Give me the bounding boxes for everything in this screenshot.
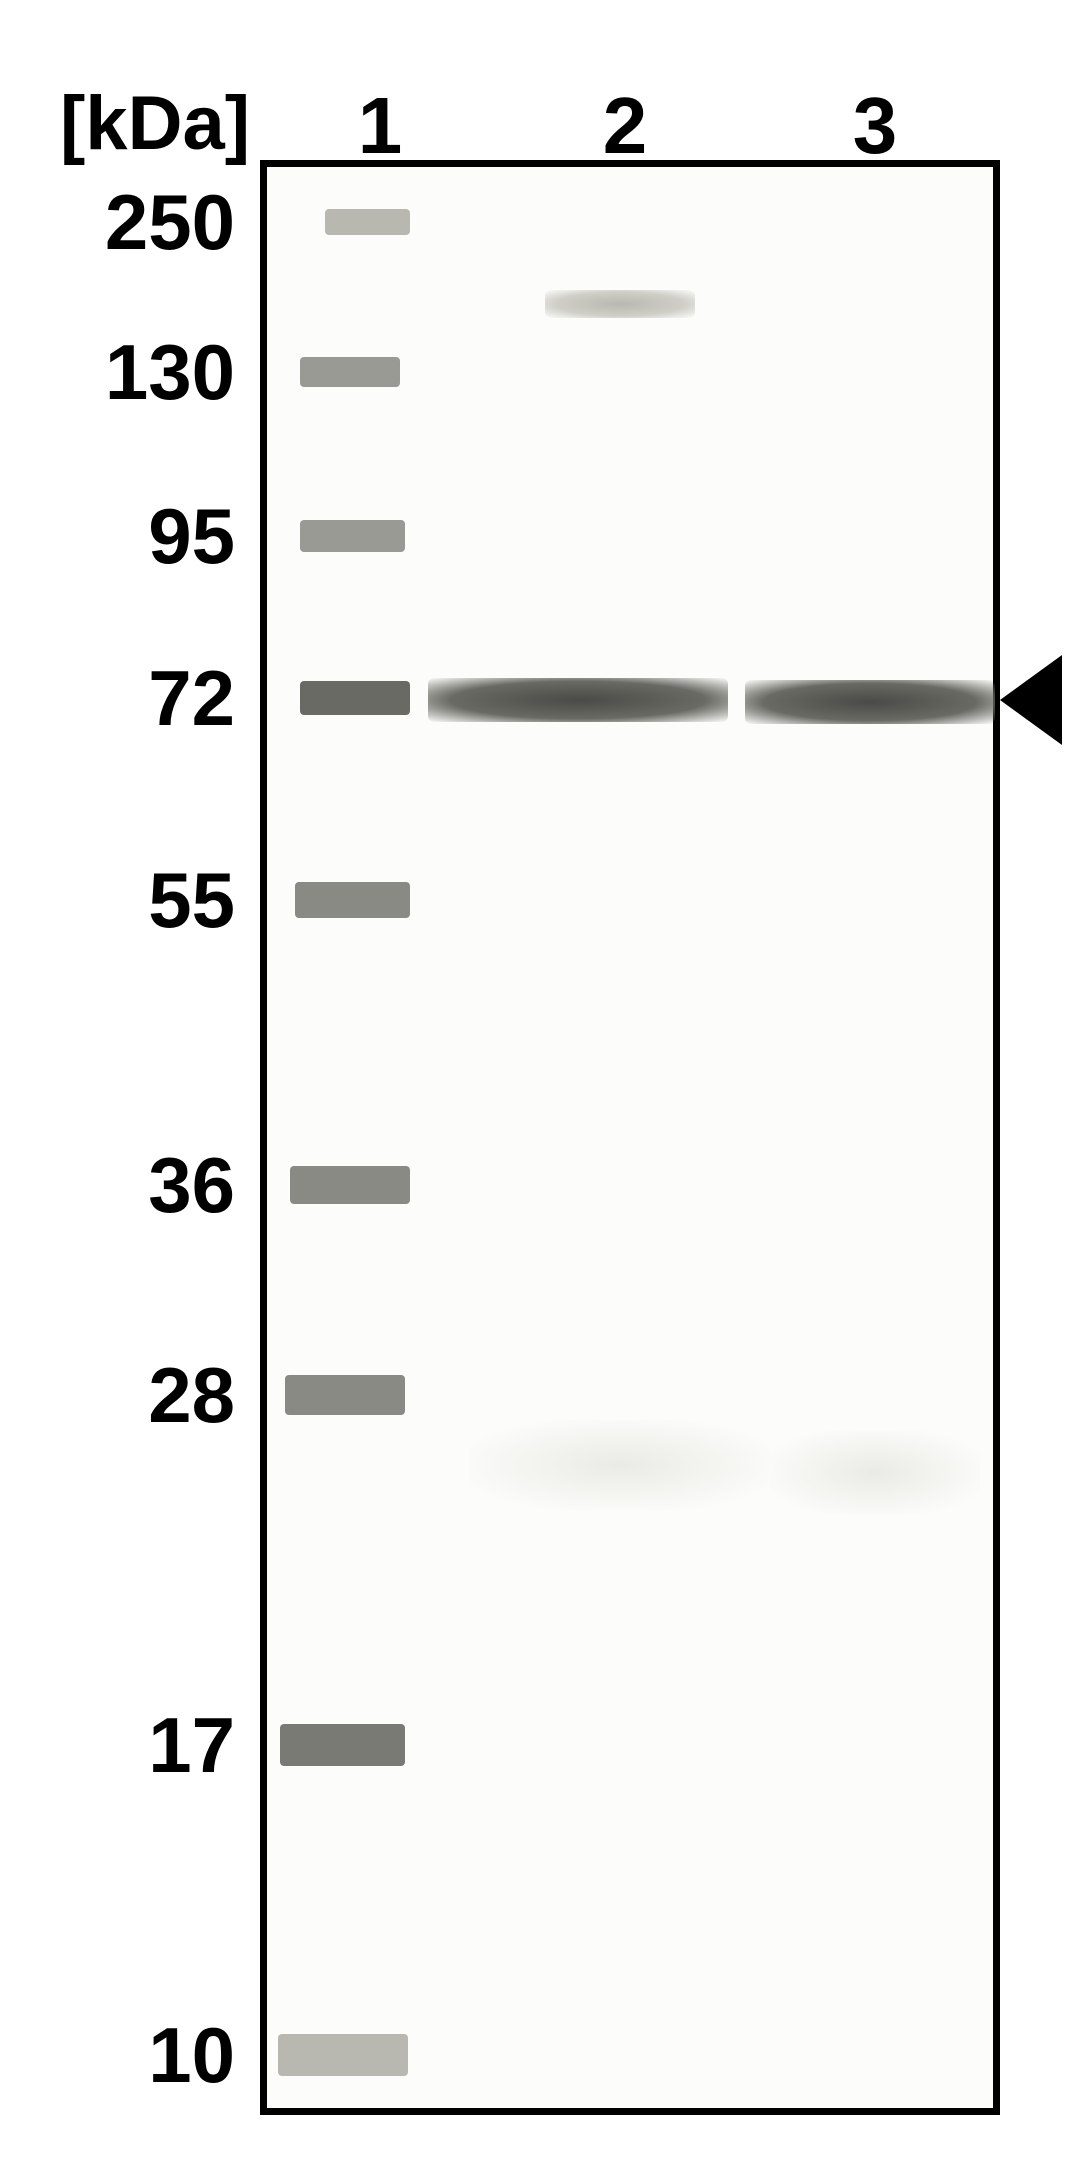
lane-label-1: 1 [340,80,420,172]
mw-label-36: 36 [0,1140,235,1231]
marker-tick-95 [300,520,405,552]
band-lane3-72kda [745,680,995,724]
marker-tick-130 [300,357,400,387]
mw-label-28: 28 [0,1350,235,1441]
marker-tick-55 [295,882,410,918]
marker-tick-72 [300,681,410,715]
mw-label-10: 10 [0,2010,235,2101]
band-lane2-72kda [428,678,728,722]
lane-label-2: 2 [585,80,665,172]
marker-tick-250 [325,209,410,235]
mw-label-17: 17 [0,1700,235,1791]
marker-tick-17 [280,1724,405,1766]
blot-noise-region [770,1430,980,1515]
marker-tick-28 [285,1375,405,1415]
lane-label-3: 3 [835,80,915,172]
band-lane2-faint-upper [545,290,695,318]
marker-tick-36 [290,1166,410,1204]
mw-label-55: 55 [0,855,235,946]
blot-frame [260,160,1000,2115]
western-blot-figure: [kDa] 1 2 3 250 130 95 72 55 36 28 17 10 [0,0,1080,2171]
mw-label-130: 130 [0,327,235,418]
mw-label-250: 250 [0,177,235,268]
unit-label-kda: [kDa] [60,80,250,167]
blot-noise-region [470,1420,770,1510]
mw-label-72: 72 [0,653,235,744]
band-arrowhead-icon [1000,655,1062,745]
mw-label-95: 95 [0,491,235,582]
marker-tick-10 [278,2034,408,2076]
